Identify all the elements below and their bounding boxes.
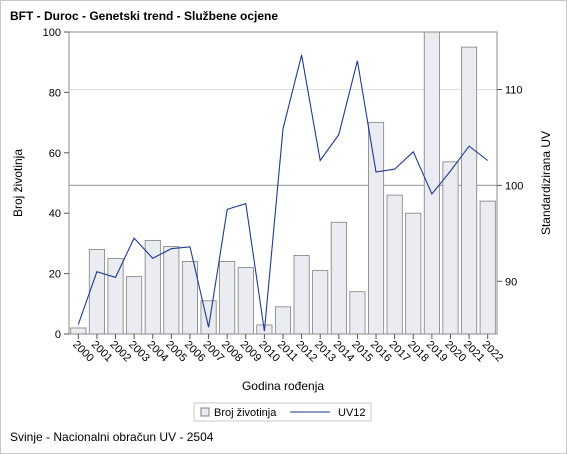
bar-2005 (163, 246, 180, 335)
y-tick-label: 80 (49, 87, 61, 99)
legend: Broj životinja UV12 (193, 402, 372, 422)
chart-title: BFT - Duroc - Genetski trend - Službene … (10, 9, 279, 23)
y2-tick-label: 110 (505, 85, 523, 97)
bar-2017 (386, 194, 403, 335)
bar-2018 (405, 212, 422, 335)
bar-2002 (107, 258, 124, 335)
y2-tick-label: 100 (505, 180, 523, 192)
bar-2021 (461, 46, 478, 335)
bar-2003 (126, 276, 143, 335)
y-axis-ticks: 0 20 40 60 80 100 (43, 27, 69, 341)
bar-2008 (219, 261, 236, 335)
legend-bar-swatch (200, 407, 210, 417)
bar-2006 (181, 261, 198, 335)
bar-2011 (274, 306, 292, 335)
bar-2001 (88, 249, 105, 335)
bar-2014 (330, 221, 347, 335)
y-tick-label: 0 (55, 329, 61, 341)
y2-axis-label: Standardizirana UV (539, 131, 553, 235)
legend-line-label: UV12 (338, 407, 366, 419)
x-axis-label: Godina rođenja (242, 379, 324, 393)
bar-2004 (144, 239, 161, 335)
y-tick-label: 100 (43, 27, 61, 39)
bar-2000 (70, 327, 87, 335)
y2-axis-ticks: 90 100 110 (497, 85, 523, 288)
y-axis-label: Broj životinja (11, 149, 25, 217)
bar-2013 (312, 270, 329, 335)
bar-2016 (368, 122, 385, 335)
y2-tick-label: 90 (505, 276, 517, 288)
legend-frame (193, 402, 372, 422)
x-axis-ticks: 2000200120022003200420052006200720082009… (70, 334, 505, 364)
bar-2015 (349, 291, 366, 335)
bar-2012 (293, 255, 310, 335)
bar-2020 (442, 161, 459, 335)
uv12-line (77, 54, 489, 332)
footnote: Svinje - Nacionalni obračun UV - 2504 (10, 430, 214, 444)
bar-series (70, 31, 496, 335)
bar-2009 (237, 267, 254, 335)
legend-bar-label: Broj životinja (214, 407, 277, 419)
y-tick-label: 60 (49, 148, 61, 160)
y-tick-label: 20 (49, 269, 61, 281)
bar-2022 (479, 200, 496, 335)
y-tick-label: 40 (49, 208, 61, 220)
